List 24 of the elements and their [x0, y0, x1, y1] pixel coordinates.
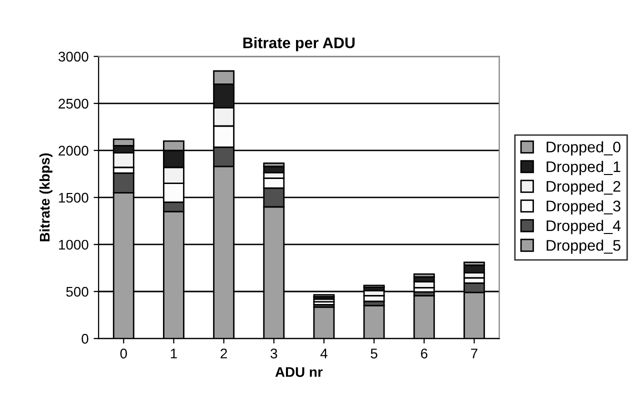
legend-label: Dropped_3 — [546, 200, 620, 214]
y-tick-label: 0 — [82, 334, 88, 344]
legend-label: Dropped_1 — [546, 160, 620, 176]
x-tick-label: 0 — [120, 348, 127, 358]
chart-title: Bitrate per ADU — [243, 37, 355, 52]
x-tick-label: 4 — [320, 348, 328, 358]
legend-label: Dropped_5 — [546, 240, 620, 254]
legend-label: Dropped_2 — [546, 180, 620, 195]
legend-label: Dropped_4 — [546, 220, 621, 234]
x-tick-label: 6 — [420, 348, 428, 358]
y-tick-label: 500 — [66, 286, 88, 297]
y-tick-label: 1000 — [59, 240, 88, 250]
x-tick-label: 3 — [270, 348, 278, 358]
x-tick-label: 2 — [220, 348, 227, 358]
y-axis-title: Bitrate (kbps) — [39, 153, 52, 242]
x-tick-label: 7 — [471, 348, 478, 358]
x-axis-title: ADU nr — [275, 367, 323, 377]
y-tick-label: 3000 — [58, 52, 88, 62]
y-tick-label: 2500 — [58, 98, 88, 109]
y-tick-label: 2000 — [58, 146, 88, 156]
legend-label: Dropped_0 — [546, 141, 620, 156]
x-tick-label: 1 — [170, 348, 177, 358]
x-tick-label: 5 — [370, 348, 378, 358]
y-tick-label: 1500 — [59, 192, 88, 203]
